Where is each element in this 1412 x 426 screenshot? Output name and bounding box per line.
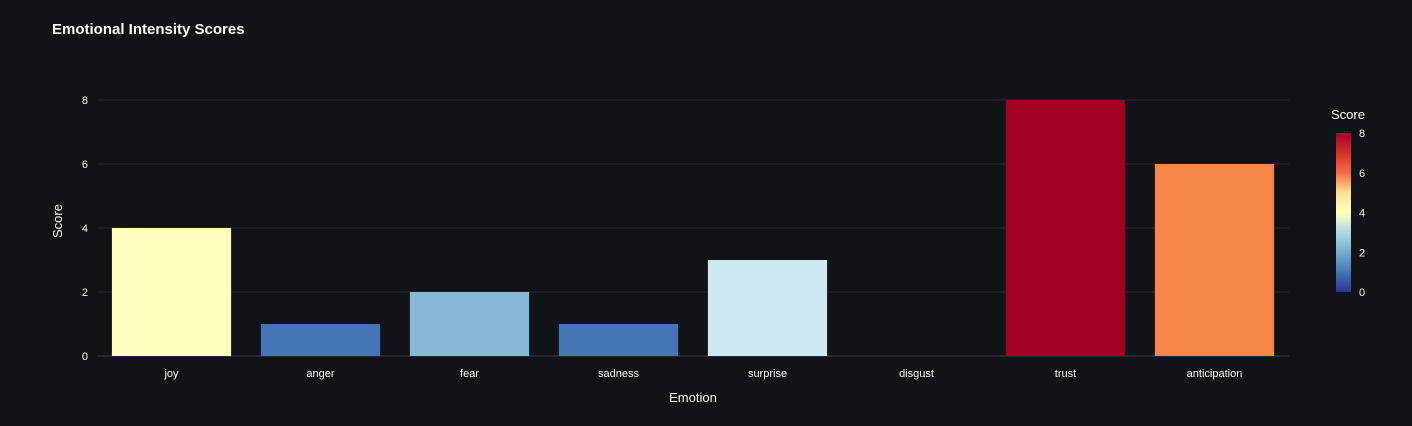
x-tick-label: trust: [1055, 368, 1076, 380]
colorbar-ticks: 0 2 4 6 8: [1359, 128, 1365, 299]
bar-joy[interactable]: [111, 228, 232, 356]
x-axis-title: Emotion: [669, 390, 717, 405]
colorbar-tick-label: 4: [1359, 208, 1365, 220]
colorbar-tick-label: 0: [1359, 287, 1365, 299]
colorbar-gradient: [1336, 133, 1351, 292]
x-tick-label: anger: [306, 368, 334, 380]
x-tick-label: fear: [460, 368, 479, 380]
y-tick-label: 8: [82, 95, 88, 107]
chart-title: Emotional Intensity Scores: [52, 21, 245, 38]
bar-anger[interactable]: [260, 324, 381, 356]
x-tick-label: joy: [163, 368, 179, 380]
colorbar: Score 0 2 4 6 8: [1331, 107, 1365, 299]
bar-surprise[interactable]: [707, 260, 828, 356]
y-tick-label: 2: [82, 287, 88, 299]
y-tick-label: 0: [82, 351, 88, 363]
bars-layer: [111, 100, 1275, 356]
x-tick-label: surprise: [748, 368, 787, 380]
colorbar-tick-label: 2: [1359, 247, 1365, 259]
x-tick-label: sadness: [598, 368, 639, 380]
labels-layer: 0 2 4 6 8 joy anger fear sadness surprise disgust t…: [82, 95, 1242, 380]
x-tick-label: anticipation: [1187, 368, 1243, 380]
y-tick-label: 6: [82, 159, 88, 171]
bar-sadness[interactable]: [558, 324, 679, 356]
y-tick-label: 4: [82, 223, 88, 235]
bar-anticipation[interactable]: [1154, 164, 1275, 356]
x-tick-label: disgust: [899, 368, 934, 380]
colorbar-tick-label: 8: [1359, 128, 1365, 140]
bar-trust[interactable]: [1005, 100, 1126, 356]
colorbar-tick-label: 6: [1359, 168, 1365, 180]
colorbar-title: Score: [1331, 107, 1365, 122]
y-axis-title: Score: [50, 204, 65, 238]
bar-fear[interactable]: [409, 292, 530, 356]
